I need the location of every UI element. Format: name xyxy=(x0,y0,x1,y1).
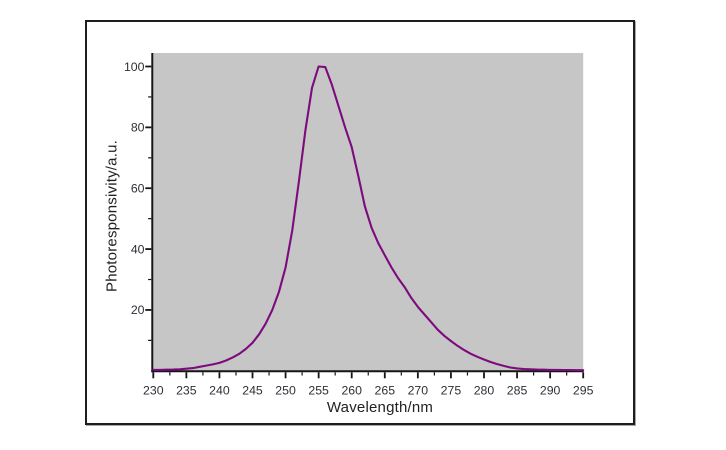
y-tick-label: 40 xyxy=(131,242,145,256)
y-tick-label: 100 xyxy=(124,60,145,74)
x-axis-title: Wavelength/nm xyxy=(326,399,434,416)
y-tick-label: 60 xyxy=(131,182,145,196)
x-tick-label: 280 xyxy=(474,384,495,398)
x-tick-label: 245 xyxy=(242,384,263,398)
x-tick-label: 235 xyxy=(176,384,197,398)
x-tick-label: 240 xyxy=(209,384,230,398)
y-tick-label: 20 xyxy=(131,303,145,317)
x-tick-label: 230 xyxy=(143,384,164,398)
x-tick-label: 260 xyxy=(341,384,362,398)
x-tick-label: 275 xyxy=(441,384,462,398)
x-tick-label: 270 xyxy=(408,384,429,398)
plot-area xyxy=(153,53,584,371)
y-axis-title: Photoresponsivity/a.u. xyxy=(103,140,121,292)
x-tick-label: 250 xyxy=(275,384,296,398)
spectrum-curve xyxy=(152,65,585,372)
x-tick-label: 295 xyxy=(573,384,594,398)
x-tick-label: 265 xyxy=(375,384,396,398)
x-tick-label: 255 xyxy=(308,384,329,398)
x-tick-label: 290 xyxy=(540,384,561,398)
plot-area-group: 230 235 240 245 250 255 260 265 270 275 280 285 290 2… xyxy=(124,53,594,398)
y-tick-label: 80 xyxy=(131,121,145,135)
x-tick-label: 285 xyxy=(507,384,528,398)
